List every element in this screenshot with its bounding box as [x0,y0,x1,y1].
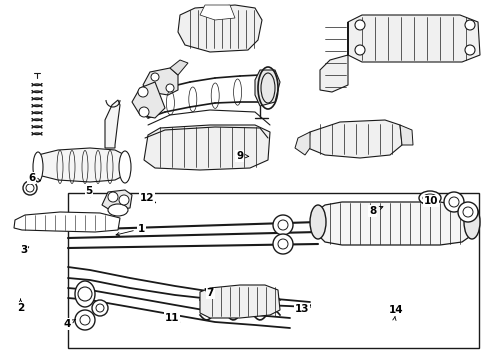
Circle shape [96,304,104,312]
Text: 4: 4 [63,319,71,329]
Circle shape [108,192,118,202]
Text: 13: 13 [294,304,309,314]
Circle shape [278,239,287,249]
Polygon shape [14,212,120,232]
Polygon shape [254,70,280,106]
Polygon shape [142,68,178,95]
Circle shape [462,207,472,217]
Circle shape [80,315,90,325]
Circle shape [75,310,95,330]
Text: 6: 6 [28,173,35,183]
Ellipse shape [33,152,43,182]
Polygon shape [294,132,309,155]
Text: 9: 9 [236,151,243,161]
Bar [68,193,478,348]
Polygon shape [143,125,269,170]
Text: 10: 10 [423,196,438,206]
Circle shape [354,45,364,55]
Polygon shape [102,190,132,210]
Polygon shape [132,82,164,118]
Text: 5: 5 [85,186,92,196]
Circle shape [443,192,463,212]
Polygon shape [399,125,412,145]
Circle shape [119,195,129,205]
Ellipse shape [309,205,325,239]
Circle shape [151,73,159,81]
Polygon shape [307,120,401,158]
Text: 1: 1 [138,224,145,234]
Circle shape [92,300,108,316]
Circle shape [457,202,477,222]
Text: 8: 8 [368,206,375,216]
Ellipse shape [108,204,128,216]
Circle shape [448,197,458,207]
Polygon shape [200,285,280,318]
Ellipse shape [422,194,436,202]
Ellipse shape [463,205,479,239]
Circle shape [464,20,474,30]
Circle shape [464,45,474,55]
Text: 3: 3 [20,245,27,255]
Circle shape [278,220,287,230]
Ellipse shape [75,281,95,307]
Text: 14: 14 [388,305,403,315]
Polygon shape [38,148,125,182]
Text: 2: 2 [17,303,24,313]
Circle shape [78,287,92,301]
Ellipse shape [119,151,131,183]
Circle shape [23,181,37,195]
Polygon shape [319,22,347,92]
Circle shape [354,20,364,30]
Polygon shape [200,5,235,20]
Circle shape [272,234,292,254]
Circle shape [165,84,174,92]
Text: 12: 12 [139,193,154,203]
Text: 11: 11 [164,313,179,323]
Text: 7: 7 [206,288,214,298]
Circle shape [26,184,34,192]
Polygon shape [105,100,120,148]
Polygon shape [178,5,262,52]
Polygon shape [170,60,187,75]
Circle shape [138,87,148,97]
Circle shape [272,215,292,235]
Polygon shape [317,202,471,245]
Circle shape [139,107,149,117]
Ellipse shape [418,191,440,205]
Polygon shape [347,15,479,62]
